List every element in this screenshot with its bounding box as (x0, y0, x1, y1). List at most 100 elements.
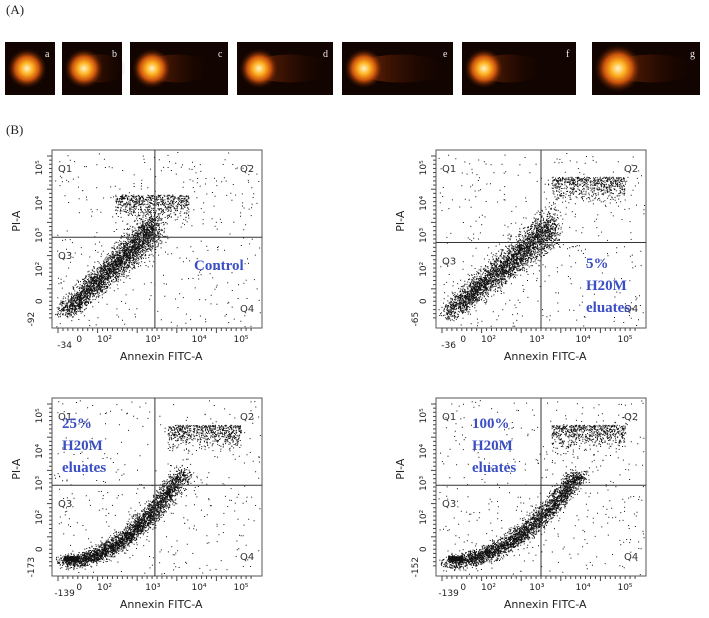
comet-image: e (342, 42, 453, 95)
y-axis-label: PI-A (394, 210, 407, 232)
x-tick-label: 10⁴ (575, 583, 590, 593)
x-tick-label: -34 (57, 341, 72, 351)
annotation: Control (194, 258, 244, 274)
quadrant-label: Q1 (58, 412, 72, 423)
y-tick-label: 10² (35, 509, 45, 524)
x-tick-label: 10⁵ (233, 335, 248, 345)
quadrant-label: Q4 (240, 552, 254, 563)
y-tick-label: 10² (35, 261, 45, 276)
x-tick-label: 0 (76, 335, 82, 345)
y-tick-label: 10³ (419, 476, 429, 491)
comet-head (344, 48, 384, 89)
scatter-plot: Q1 Q2 Q3 Q4 -34 0 10² 10³ 10⁴ 10⁵ -92 0 10² 10³ 10⁴ 10⁵… (10, 149, 263, 363)
y-tick-label: -152 (411, 557, 421, 577)
quadrant-label: Q2 (240, 164, 254, 175)
comet-head (594, 44, 642, 93)
y-tick-label: 10⁴ (35, 443, 45, 458)
y-tick-label: 0 (35, 546, 45, 552)
annotation: 25% (62, 416, 92, 432)
quadrant-label: Q4 (624, 304, 638, 315)
y-tick-label: 10⁴ (419, 195, 429, 210)
quadrant-label: Q3 (442, 257, 456, 268)
quadrant-label: Q1 (58, 164, 72, 175)
x-tick-label: 10⁴ (191, 583, 206, 593)
comet-head (132, 48, 172, 89)
annotation: H20M (586, 278, 627, 294)
panel-label: (A) (6, 2, 24, 17)
y-tick-label: 10³ (35, 476, 45, 491)
quadrant-label: Q2 (240, 412, 254, 423)
y-tick-label: 0 (35, 298, 45, 304)
x-tick-label: 10³ (145, 335, 160, 345)
comet-head (7, 48, 47, 89)
y-tick-label: 0 (419, 298, 429, 304)
y-tick-label: -65 (411, 312, 421, 327)
x-tick-label: -139 (54, 589, 75, 599)
event-dots (55, 152, 261, 328)
y-tick-label: -173 (27, 557, 37, 577)
y-tick-label: 10⁴ (419, 443, 429, 458)
annotation: eluates (586, 300, 630, 316)
x-tick-label: -36 (441, 341, 456, 351)
y-tick-label: 10³ (419, 228, 429, 243)
x-tick-label: 10⁴ (575, 335, 590, 345)
quadrant-label: Q3 (58, 251, 72, 262)
comet-head (239, 48, 279, 89)
x-tick-label: 10⁵ (617, 583, 632, 593)
y-tick-label: 10² (419, 509, 429, 524)
x-tick-label: 10³ (529, 583, 544, 593)
y-tick-label: 10⁴ (35, 195, 45, 210)
image-label: c (218, 49, 223, 60)
y-axis-label: PI-A (10, 210, 23, 232)
y-tick-label: 10⁵ (35, 160, 45, 175)
event-dots (54, 400, 261, 575)
y-axis-label: PI-A (10, 458, 23, 480)
y-tick-label: -92 (27, 312, 37, 327)
annotation: eluates (472, 460, 516, 476)
x-tick-label: 10⁵ (617, 335, 632, 345)
quadrant-label: Q2 (624, 164, 638, 175)
comet-image: c (130, 42, 228, 95)
image-label: a (45, 49, 50, 60)
x-tick-label: 0 (460, 335, 466, 345)
quadrant-label: Q4 (624, 552, 638, 563)
x-tick-label: -139 (438, 589, 459, 599)
x-tick-label: 10³ (529, 335, 544, 345)
x-tick-label: 10⁵ (233, 583, 248, 593)
comet-image: d (237, 42, 333, 95)
x-axis-label: Annexin FITC-A (120, 598, 203, 611)
annotation: H20M (62, 438, 103, 454)
annotation: 5% (586, 256, 609, 272)
quadrant-label: Q1 (442, 412, 456, 423)
comet-head (464, 48, 504, 89)
annotation: H20M (472, 438, 513, 454)
x-axis-label: Annexin FITC-A (504, 350, 587, 363)
y-tick-label: 10⁵ (35, 408, 45, 423)
image-label: e (443, 49, 448, 60)
quadrant-label: Q4 (240, 304, 254, 315)
x-axis-label: Annexin FITC-A (504, 598, 587, 611)
y-tick-label: 10² (419, 261, 429, 276)
y-tick-label: 0 (419, 546, 429, 552)
image-label: b (112, 49, 117, 60)
panel-label: (B) (6, 122, 23, 137)
x-tick-label: 10² (97, 335, 112, 345)
image-label: g (690, 49, 695, 60)
event-dots (438, 153, 645, 327)
x-tick-label: 0 (76, 583, 82, 593)
x-tick-label: 10² (97, 583, 112, 593)
image-label: d (323, 49, 328, 60)
comet-head (64, 48, 104, 89)
comet-image: f (462, 42, 576, 95)
y-axis-label: PI-A (394, 458, 407, 480)
quadrant-label: Q3 (442, 499, 456, 510)
x-axis-label: Annexin FITC-A (120, 350, 203, 363)
scatter-plot: Q1 Q2 Q3 Q4 -36 0 10² 10³ 10⁴ 10⁵ -65 0 10² 10³ 10⁴ 10⁵… (394, 149, 647, 363)
comet-image: b (62, 42, 126, 95)
annotation: 100% (472, 416, 510, 432)
comet-image: g (592, 42, 700, 95)
quadrant-label: Q1 (442, 164, 456, 175)
x-tick-label: 10² (481, 583, 496, 593)
